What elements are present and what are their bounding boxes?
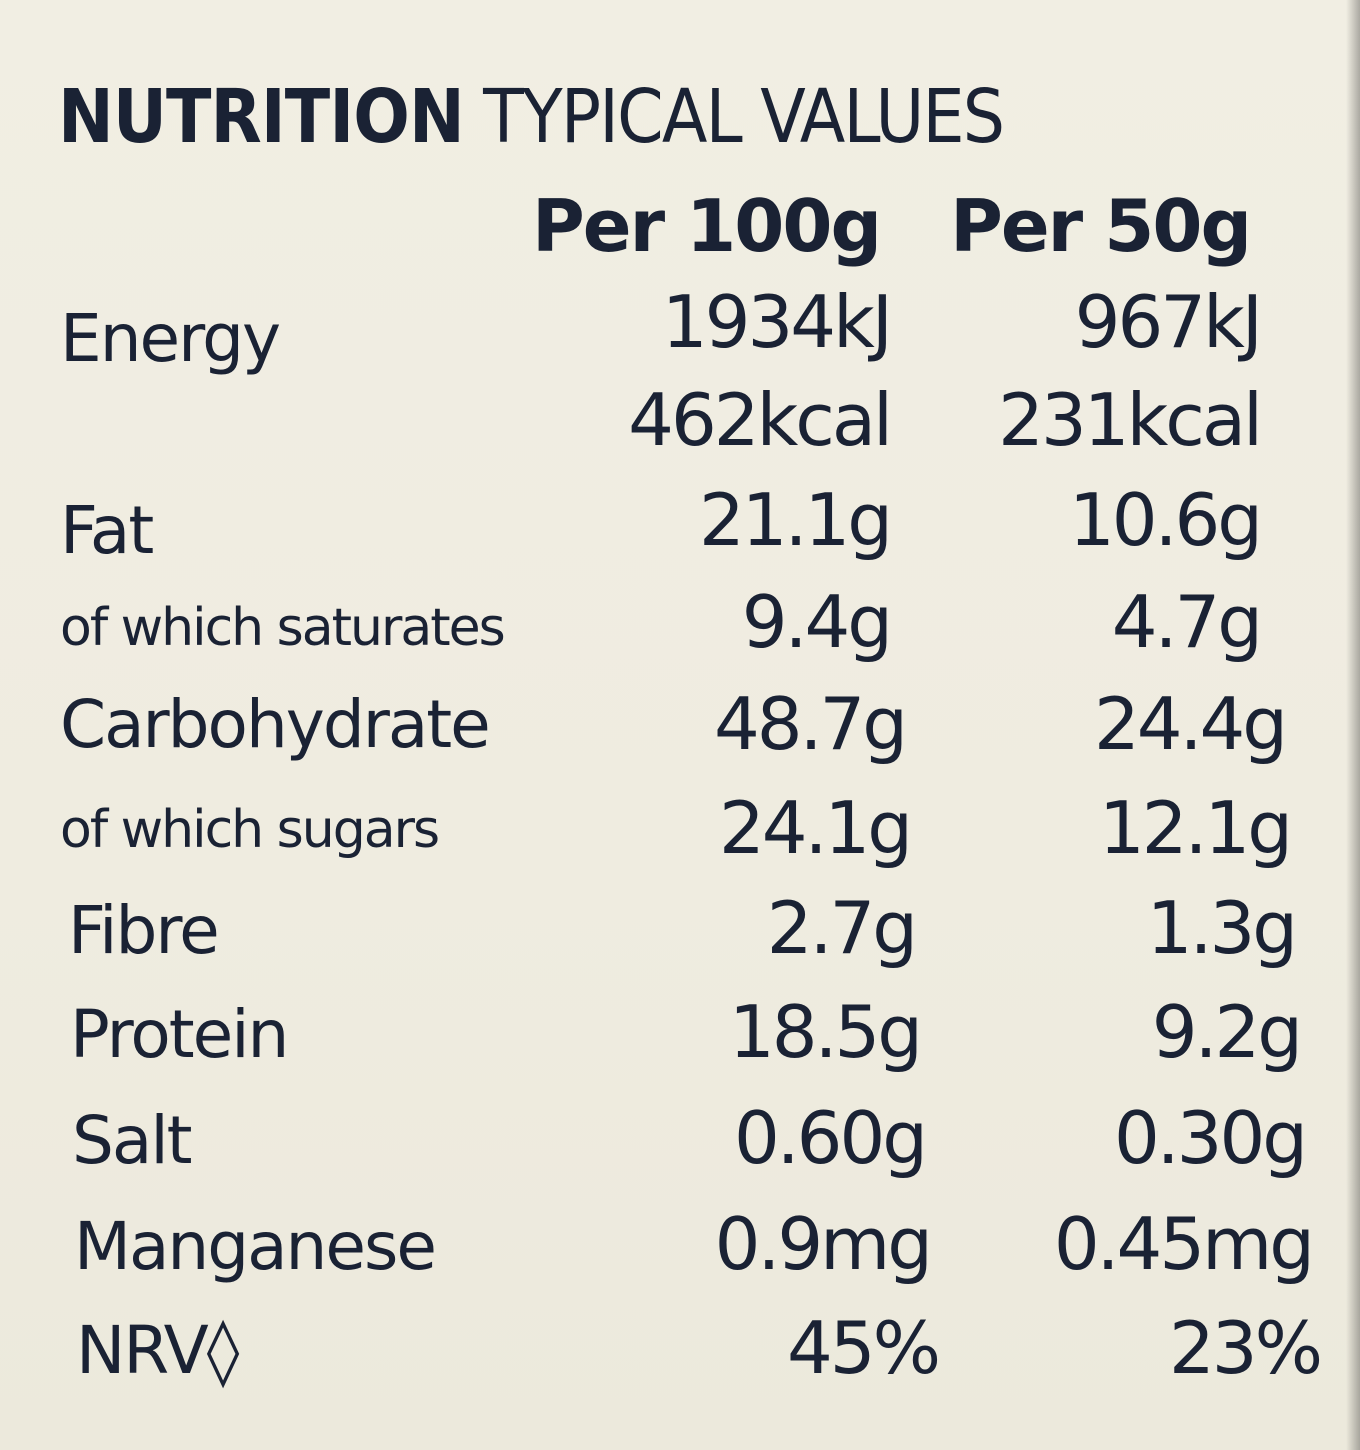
value-per-100g: 2.7g [766,886,918,970]
value-per-100g: 48.7g [713,682,908,766]
nutrient-label: Fibre [68,892,220,969]
value-per-50g: 23% [1168,1306,1323,1390]
heading-typical-values: TYPICAL VALUES [483,74,1005,160]
nutrient-label: NRV◊ [76,1312,239,1389]
value-per-100g: 21.1g [698,478,893,562]
nutrient-label: Carbohydrate [60,686,491,763]
value-per-100g: 1934kJ [661,280,893,364]
nutrient-label: Protein [70,996,289,1073]
value-per-50g: 24.4g [1093,682,1288,766]
nutrition-heading: NUTRITION TYPICAL VALUES [58,72,1005,162]
value-per-50g: 10.6g [1068,478,1263,562]
column-header-per-50g: Per 50g [950,184,1252,268]
value-per-100g: 0.9mg [714,1202,933,1286]
package-edge-shadow [1346,0,1360,1450]
nutrient-label: Salt [72,1102,193,1179]
nutrient-label: of which saturates [60,598,506,658]
value-per-100g: 24.1g [718,786,913,870]
value-per-100g: 462kcal [628,378,893,462]
value-per-50g: 0.45mg [1053,1202,1315,1286]
value-per-50g: 4.7g [1111,580,1263,664]
value-per-100g: 18.5g [728,990,923,1074]
value-per-100g: 0.60g [733,1096,928,1180]
value-per-50g: 1.3g [1146,886,1298,970]
heading-nutrition: NUTRITION [58,74,465,160]
value-per-50g: 967kJ [1074,280,1263,364]
nutrient-label: Manganese [74,1208,437,1285]
value-per-100g: 9.4g [741,580,893,664]
nutrient-label: of which sugars [60,800,440,860]
value-per-50g: 12.1g [1098,786,1293,870]
value-per-50g: 0.30g [1113,1096,1308,1180]
value-per-50g: 231kcal [998,378,1263,462]
value-per-50g: 9.2g [1151,990,1303,1074]
nutrient-label: Fat [60,492,154,569]
column-header-per-100g: Per 100g [531,184,882,268]
value-per-100g: 45% [786,1306,941,1390]
nutrient-label: Energy [60,300,281,377]
